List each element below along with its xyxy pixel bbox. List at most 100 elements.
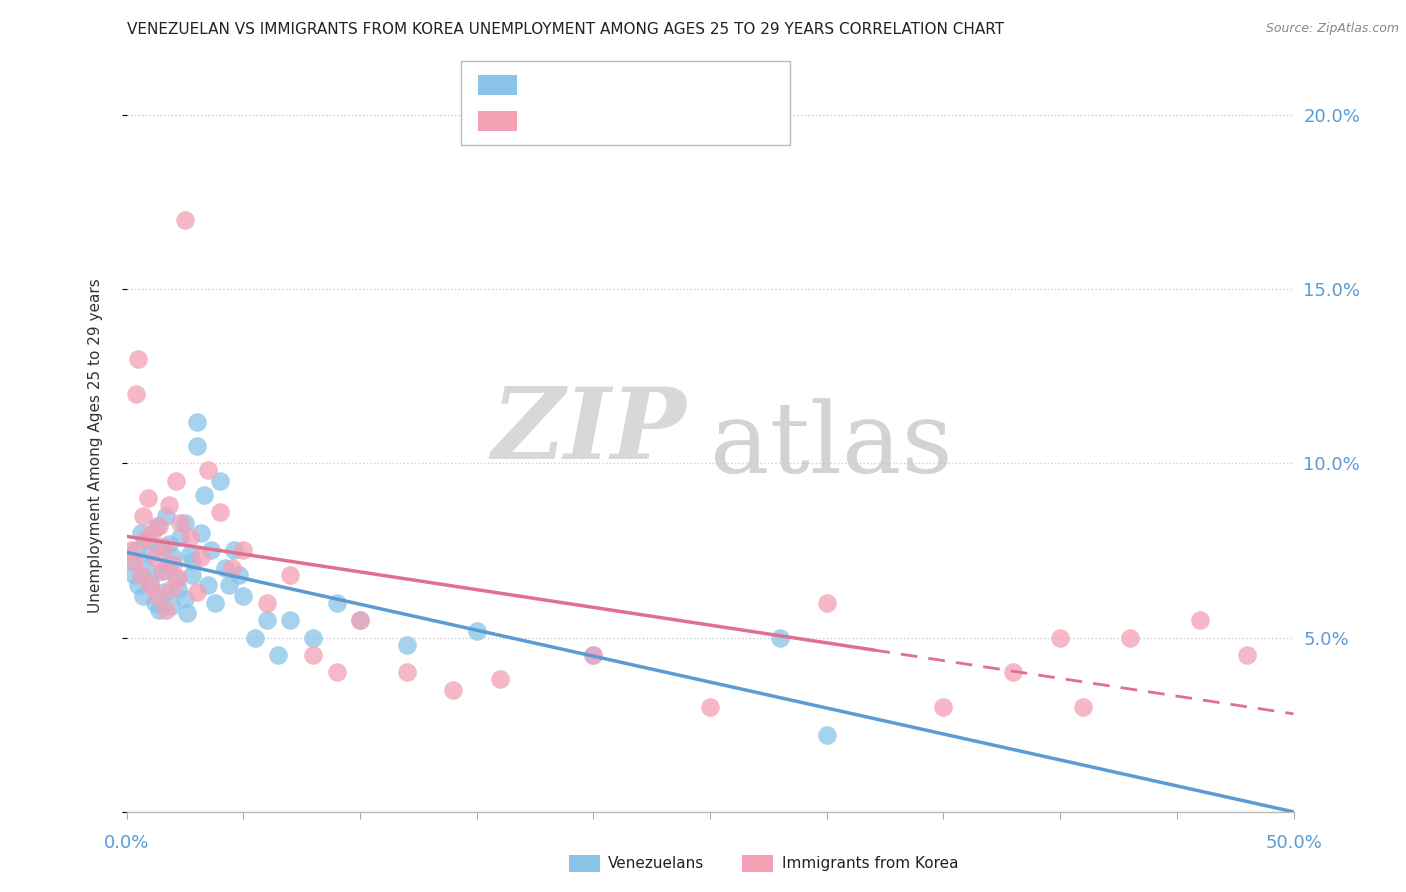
- Point: [169, 516, 191, 530]
- Point: [441, 682, 464, 697]
- Point: [278, 567, 301, 582]
- Point: [143, 550, 166, 565]
- Text: R =: R =: [531, 76, 568, 94]
- Point: [122, 567, 145, 582]
- Point: [125, 543, 148, 558]
- Y-axis label: Unemployment Among Ages 25 to 29 years: Unemployment Among Ages 25 to 29 years: [89, 278, 103, 614]
- Point: [325, 665, 347, 680]
- Point: [162, 558, 184, 572]
- Point: [160, 582, 183, 596]
- Point: [139, 574, 162, 589]
- Point: [179, 530, 201, 544]
- Point: [132, 589, 155, 603]
- Point: [197, 463, 219, 477]
- Text: 0.0%: 0.0%: [104, 834, 149, 852]
- Point: [150, 565, 173, 579]
- Point: [256, 596, 278, 610]
- Point: [302, 648, 325, 662]
- Point: [222, 543, 245, 558]
- Text: atlas: atlas: [710, 398, 953, 494]
- Point: [489, 673, 512, 687]
- Point: [221, 561, 243, 575]
- Point: [582, 648, 605, 662]
- Point: [127, 578, 149, 592]
- Point: [134, 561, 156, 575]
- Point: [395, 638, 418, 652]
- Point: [699, 700, 721, 714]
- Point: [218, 578, 240, 592]
- Text: R =: R =: [531, 112, 568, 130]
- Point: [122, 554, 145, 568]
- Point: [176, 606, 198, 620]
- Text: N =: N =: [651, 76, 688, 94]
- Point: [204, 596, 226, 610]
- Point: [1073, 700, 1095, 714]
- Point: [167, 582, 190, 596]
- Point: [186, 415, 208, 429]
- Text: N =: N =: [651, 112, 688, 130]
- Point: [1119, 631, 1142, 645]
- Point: [186, 585, 208, 599]
- Point: [349, 613, 371, 627]
- Point: [150, 540, 173, 554]
- Point: [141, 526, 163, 541]
- Point: [148, 519, 170, 533]
- Point: [302, 631, 325, 645]
- Point: [174, 592, 197, 607]
- Point: [134, 533, 156, 547]
- Point: [136, 533, 159, 547]
- Point: [278, 613, 301, 627]
- Point: [165, 571, 187, 585]
- Point: [932, 700, 955, 714]
- Point: [200, 543, 222, 558]
- Point: [157, 558, 180, 572]
- Point: [146, 589, 169, 603]
- Point: [1236, 648, 1258, 662]
- Point: [174, 516, 197, 530]
- Point: [1002, 665, 1025, 680]
- Text: Source: ZipAtlas.com: Source: ZipAtlas.com: [1265, 22, 1399, 36]
- Point: [125, 386, 148, 401]
- Point: [582, 648, 605, 662]
- Text: 48: 48: [693, 112, 716, 130]
- Point: [232, 589, 254, 603]
- Point: [162, 550, 184, 565]
- Point: [120, 543, 142, 558]
- Point: [179, 547, 201, 561]
- Point: [160, 599, 183, 614]
- Point: [190, 526, 212, 541]
- Point: [157, 498, 180, 512]
- Point: [815, 596, 838, 610]
- Point: [208, 505, 231, 519]
- Point: [197, 578, 219, 592]
- Point: [1049, 631, 1071, 645]
- Point: [129, 526, 152, 541]
- Point: [157, 536, 180, 550]
- Point: [193, 488, 215, 502]
- Point: [155, 508, 177, 523]
- Text: 0.161: 0.161: [579, 112, 631, 130]
- Point: [169, 530, 191, 544]
- Point: [127, 351, 149, 366]
- Point: [208, 474, 231, 488]
- Point: [139, 547, 162, 561]
- Point: [190, 550, 212, 565]
- Point: [256, 613, 278, 627]
- Point: [143, 596, 166, 610]
- Point: [232, 543, 254, 558]
- Point: [153, 585, 176, 599]
- Text: 50.0%: 50.0%: [1265, 834, 1322, 852]
- Point: [465, 624, 488, 638]
- Text: Venezuelans: Venezuelans: [607, 856, 703, 871]
- Text: 55: 55: [693, 76, 716, 94]
- Point: [129, 567, 152, 582]
- Point: [180, 554, 202, 568]
- Point: [395, 665, 418, 680]
- Point: [120, 554, 142, 568]
- Point: [180, 567, 202, 582]
- Text: Immigrants from Korea: Immigrants from Korea: [782, 856, 959, 871]
- Point: [267, 648, 290, 662]
- Point: [349, 613, 371, 627]
- Point: [167, 571, 190, 585]
- Point: [153, 540, 176, 554]
